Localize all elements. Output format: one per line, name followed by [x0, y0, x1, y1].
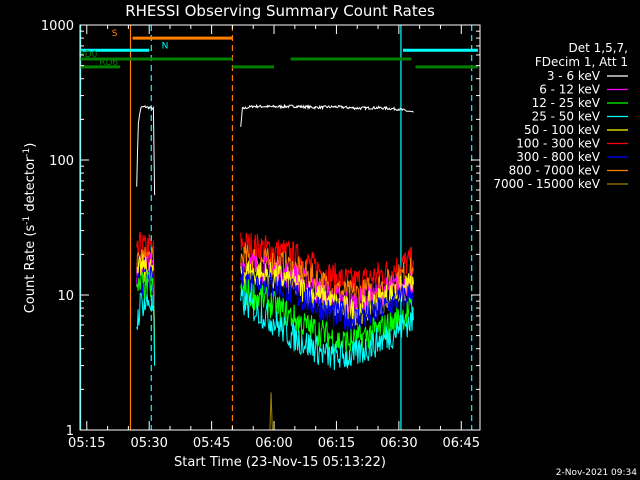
x-axis-ticks: 05:15 05:30 05:45 06:00 06:15 06:30 06:45 — [68, 25, 480, 451]
x-tick-label-06-45: 06:45 — [443, 436, 480, 451]
plot-frame — [79, 24, 481, 431]
legend-label-12-25-kev: 12 - 25 keV — [532, 96, 601, 110]
x-axis-label: Start Time (23-Nov-15 05:13:22) — [174, 455, 386, 470]
legend-header-2: FDecim 1, Att 1 — [535, 55, 628, 69]
y-axis-label-end: ) — [23, 143, 38, 148]
legend-label-50-100-kev: 50 - 100 keV — [524, 123, 601, 137]
x-tick-label-05-45: 05:45 — [193, 436, 230, 451]
y-axis-label: Count Rate (s-1 detector-1) — [22, 143, 38, 314]
y-axis-label-mid: detector — [23, 156, 38, 216]
y-tick-label-10: 10 — [57, 289, 74, 304]
mode-change-lines — [79, 25, 473, 430]
y-axis-label-main: Count Rate (s — [23, 225, 38, 314]
series-3-6-kev-seg-0 — [136, 105, 156, 196]
x-tick-label-06-15: 06:15 — [318, 436, 355, 451]
y-tick-label-1000: 1000 — [41, 19, 74, 34]
legend-label-6-12-kev: 6 - 12 keV — [539, 83, 601, 97]
y-axis-label-sup1: -1 — [22, 216, 32, 225]
y-tick-label-100: 100 — [49, 154, 74, 169]
chart-title: RHESSI Observing Summary Count Rates — [125, 2, 435, 20]
flag-s-label: S — [112, 29, 118, 39]
legend-label-3-6-kev: 3 - 6 keV — [547, 69, 601, 83]
series-7000-15000-kev-seg-0 — [269, 392, 273, 431]
legend-header-1: Det 1,5,7, — [569, 41, 629, 55]
legend-label-7000-15000-kev: 7000 - 15000 keV — [493, 177, 600, 191]
series-300-800-kev-seg-1 — [240, 265, 414, 334]
x-tick-label-06-00: 06:00 — [255, 436, 292, 451]
series-3-6-kev-seg-1 — [240, 103, 414, 127]
timestamp: 2-Nov-2021 09:34 — [556, 468, 638, 478]
y-tick-label-1: 1 — [66, 424, 74, 439]
x-tick-label-06-30: 06:30 — [380, 436, 417, 451]
series-12-25-kev-seg-0 — [136, 271, 156, 366]
series-100-300-kev-seg-0 — [136, 231, 156, 349]
y-axis-label-sup2: -1 — [22, 148, 32, 157]
flag-rd0-label: RD0 — [78, 50, 97, 60]
flag-rd6-label: RD6 — [99, 58, 118, 68]
flag-n-label: N — [162, 41, 169, 51]
legend-label-300-800-kev: 300 - 800 keV — [516, 150, 600, 164]
series-25-50-kev-seg-1 — [240, 288, 414, 371]
legend-label-800-7000-kev: 800 - 7000 keV — [509, 164, 601, 178]
series-25-50-kev-seg-0 — [136, 292, 156, 366]
series-lines — [136, 103, 414, 431]
y-axis-ticks: 1 10 100 1000 — [41, 19, 480, 439]
x-tick-label-05-15: 05:15 — [68, 436, 105, 451]
series-12-25-kev-seg-1 — [240, 278, 414, 356]
legend-label-25-50-kev: 25 - 50 keV — [532, 110, 601, 124]
x-tick-label-05-30: 05:30 — [130, 436, 167, 451]
legend-label-100-300-kev: 100 - 300 keV — [516, 137, 600, 151]
